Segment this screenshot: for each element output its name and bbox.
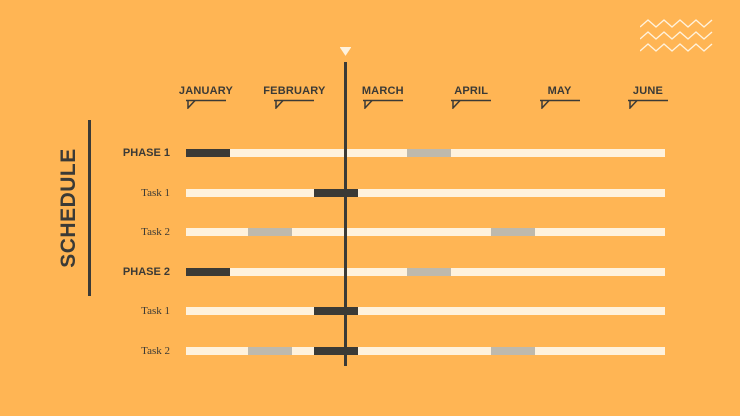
timeline-track [186,347,665,355]
month-header-february: FEBRUARY [259,85,329,109]
slide-title: SCHEDULE [57,148,80,268]
month-label: JUNE [632,85,664,97]
timeline-track [186,149,665,157]
month-callout-tick [362,99,403,109]
timeline-bar-gray [247,228,293,237]
month-callout-tick [628,99,668,109]
task-label: Task 2 [141,226,170,239]
month-callout-tick [186,99,226,109]
month-label: MAY [547,85,572,97]
timeline-bar-gray [407,267,452,276]
task-label: Task 2 [141,345,170,357]
timeline-bar-dark [186,267,231,276]
month-callout-tick [451,99,492,109]
month-label: APRIL [454,85,489,97]
month-callout-tick [274,99,315,109]
timeline-track [186,228,665,237]
current-date-marker-icon [340,47,351,56]
timeline-bar-dark [314,347,359,355]
zigzag-decoration [640,19,713,52]
month-label: MARCH [361,85,404,97]
month-header-january: JANUARY [171,85,241,109]
timeline-bar-gray [490,228,536,237]
timeline-track [186,307,665,316]
month-callout-tick [539,99,580,109]
month-label: JANUARY [178,85,234,97]
timeline-bar-dark [314,307,359,316]
month-header-april: APRIL [436,85,506,109]
timeline-bar-dark [186,149,231,157]
timeline-track [186,188,665,197]
month-header-may: MAY [525,85,595,109]
timeline-bar-dark [314,188,359,197]
task-label: Task 1 [141,186,170,199]
timeline-bar-gray [247,347,293,355]
month-header-june: JUNE [613,85,683,109]
phase-label: PHASE 1 [122,147,170,159]
current-date-line [344,62,347,366]
timeline-track [186,267,665,276]
title-rule [88,120,91,296]
timeline-bar-gray [490,347,536,355]
task-label: Task 1 [141,305,170,318]
month-header-march: MARCH [348,85,418,109]
title-block: SCHEDULE [56,120,82,296]
phase-label: PHASE 2 [122,265,170,278]
timeline-bar-gray [407,149,452,157]
month-label: FEBRUARY [263,85,326,97]
